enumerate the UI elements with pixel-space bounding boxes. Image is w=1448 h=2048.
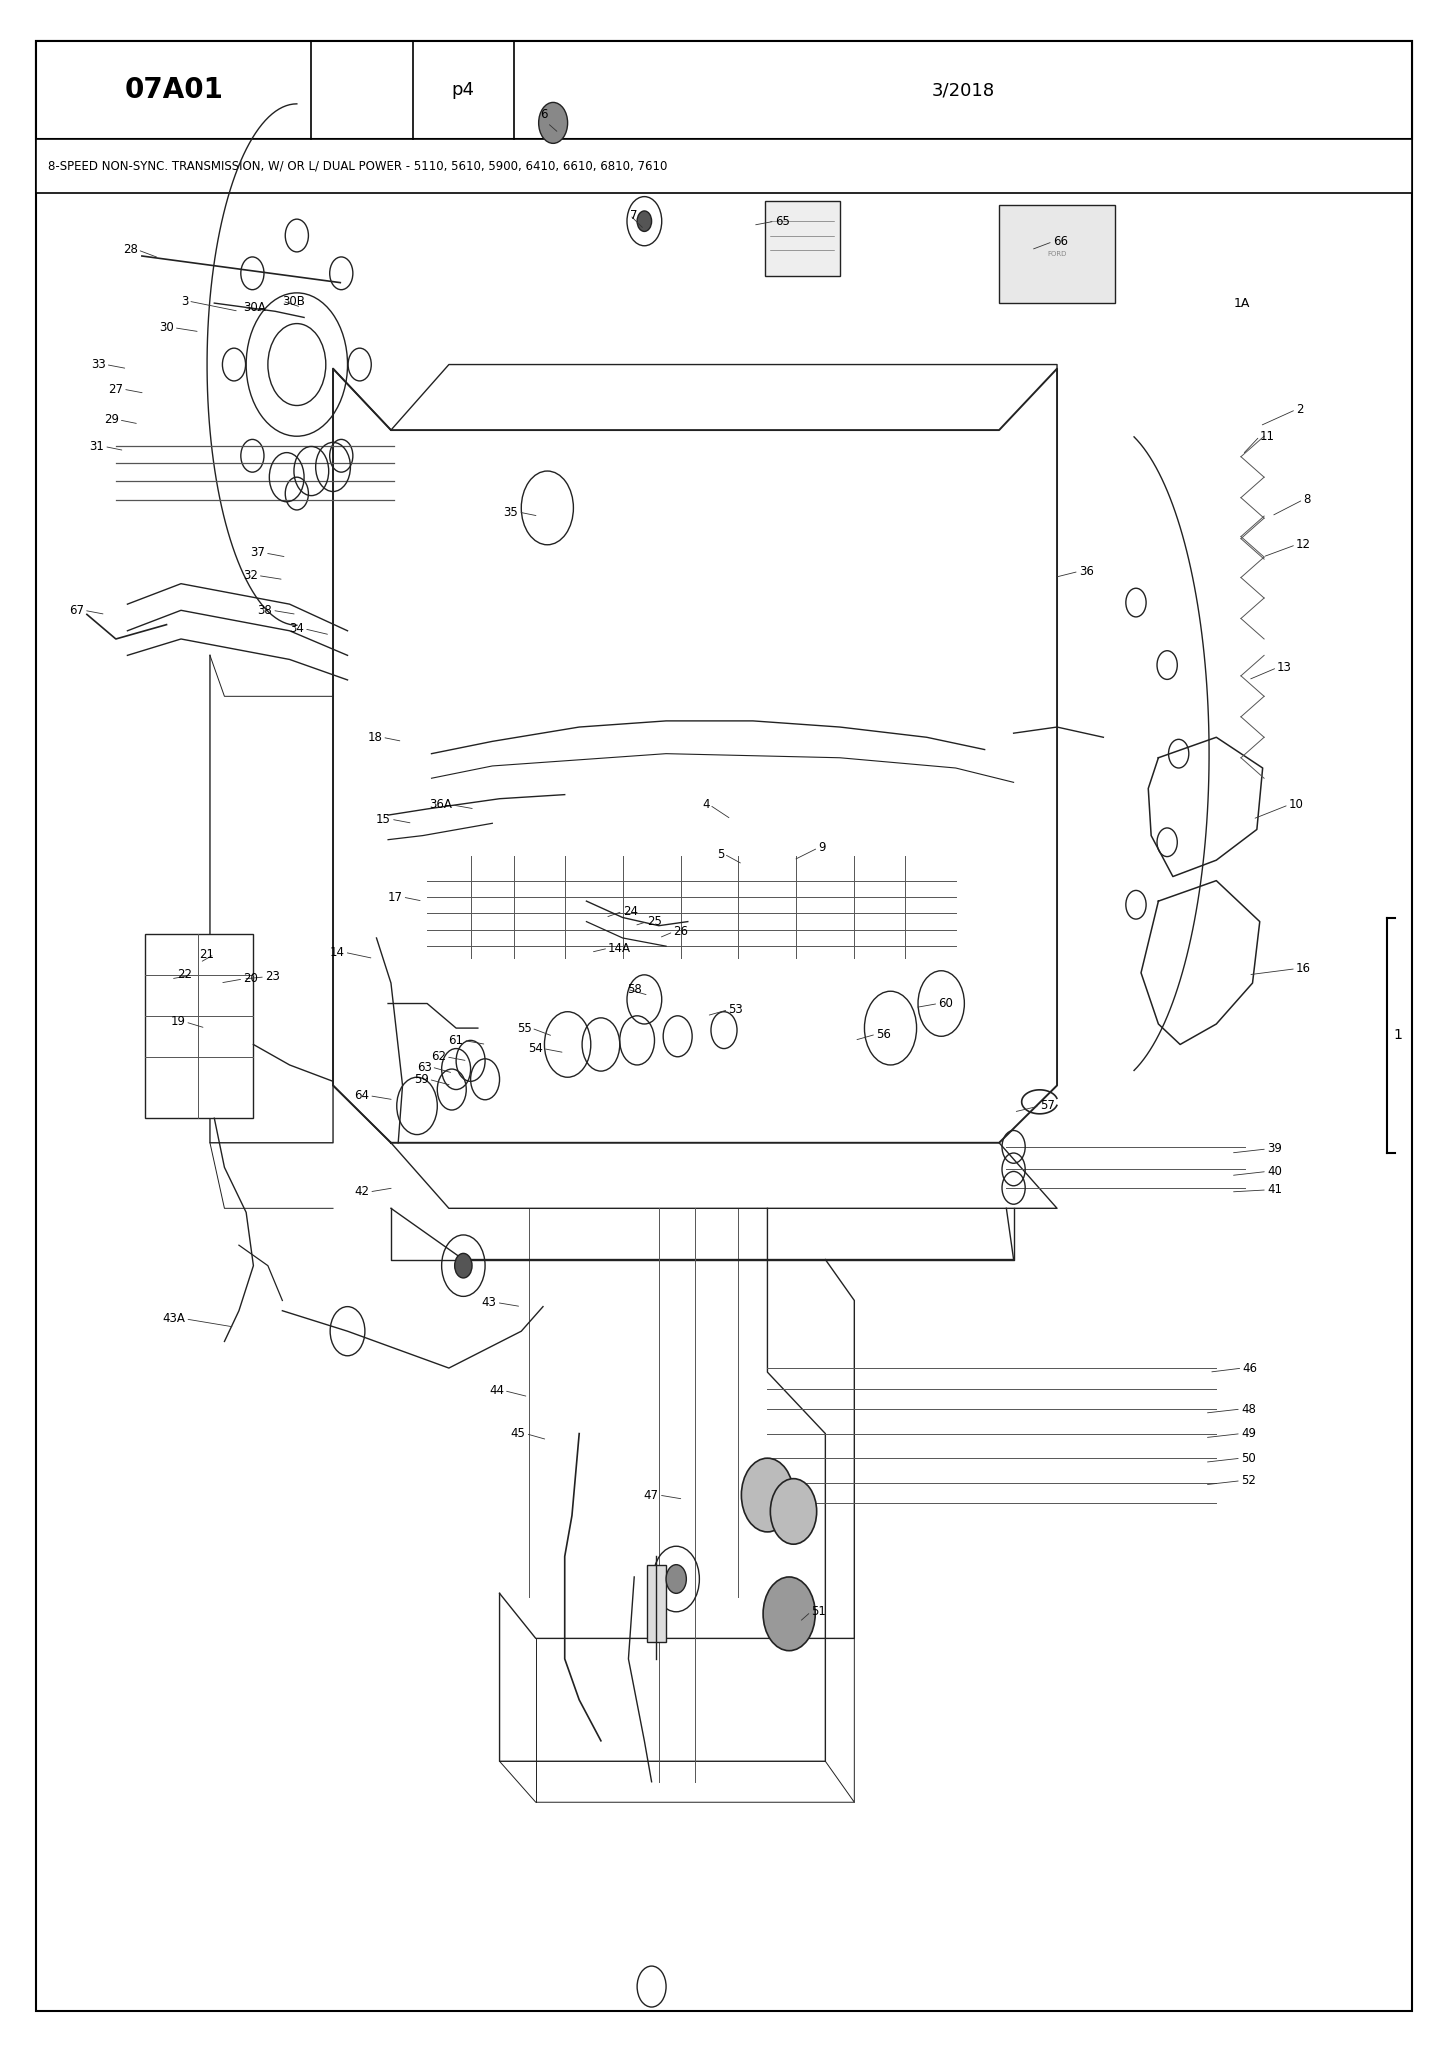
Text: 25: 25 xyxy=(647,915,662,928)
Text: 30: 30 xyxy=(159,322,174,334)
Text: 12: 12 xyxy=(1296,539,1310,551)
Text: 3/2018: 3/2018 xyxy=(931,82,995,98)
Text: 40: 40 xyxy=(1267,1165,1281,1178)
Text: 21: 21 xyxy=(200,948,214,961)
Text: 56: 56 xyxy=(876,1028,891,1040)
Text: 19: 19 xyxy=(171,1016,185,1028)
Text: 23: 23 xyxy=(265,971,279,983)
Text: 53: 53 xyxy=(728,1004,743,1016)
Text: 43: 43 xyxy=(482,1296,497,1309)
Text: 14A: 14A xyxy=(608,942,631,954)
Text: 43A: 43A xyxy=(162,1313,185,1325)
Text: 47: 47 xyxy=(644,1489,659,1501)
Text: 50: 50 xyxy=(1241,1452,1255,1464)
Text: 3: 3 xyxy=(181,295,188,307)
Text: 37: 37 xyxy=(251,547,265,559)
Text: 67: 67 xyxy=(70,604,84,616)
Ellipse shape xyxy=(539,102,568,143)
Text: 6: 6 xyxy=(540,109,547,121)
Text: 30B: 30B xyxy=(282,295,306,307)
Text: 46: 46 xyxy=(1242,1362,1257,1374)
Text: 8-SPEED NON-SYNC. TRANSMISSION, W/ OR L/ DUAL POWER - 5110, 5610, 5900, 6410, 66: 8-SPEED NON-SYNC. TRANSMISSION, W/ OR L/… xyxy=(48,160,668,172)
Text: 57: 57 xyxy=(1040,1100,1054,1112)
Text: 48: 48 xyxy=(1241,1403,1255,1415)
Text: 20: 20 xyxy=(243,973,258,985)
Text: 24: 24 xyxy=(623,905,637,918)
Ellipse shape xyxy=(666,1565,686,1593)
Text: 41: 41 xyxy=(1267,1184,1281,1196)
Text: 38: 38 xyxy=(258,604,272,616)
Text: 66: 66 xyxy=(1053,236,1067,248)
Text: 15: 15 xyxy=(376,813,391,825)
Text: 42: 42 xyxy=(355,1186,369,1198)
Text: 34: 34 xyxy=(290,623,304,635)
Text: 17: 17 xyxy=(388,891,403,903)
Text: 2: 2 xyxy=(1296,403,1303,416)
Text: 27: 27 xyxy=(109,383,123,395)
Bar xyxy=(999,205,1115,303)
Ellipse shape xyxy=(637,211,652,231)
Text: 5: 5 xyxy=(717,848,724,860)
Bar xyxy=(36,41,1412,139)
Bar xyxy=(36,139,1412,193)
Text: 63: 63 xyxy=(417,1061,432,1073)
Text: 29: 29 xyxy=(104,414,119,426)
Bar xyxy=(145,934,253,1118)
Text: 35: 35 xyxy=(504,506,518,518)
Text: 13: 13 xyxy=(1277,662,1292,674)
Text: 33: 33 xyxy=(91,358,106,371)
Text: 9: 9 xyxy=(818,842,825,854)
Text: 1A: 1A xyxy=(1234,297,1250,309)
Ellipse shape xyxy=(741,1458,794,1532)
Text: 39: 39 xyxy=(1267,1143,1281,1155)
Text: 14: 14 xyxy=(330,946,345,958)
Bar xyxy=(647,1565,666,1642)
Text: 36: 36 xyxy=(1079,565,1093,578)
Text: 22: 22 xyxy=(178,969,193,981)
Text: 18: 18 xyxy=(368,731,382,743)
Text: 4: 4 xyxy=(702,799,710,811)
Text: 28: 28 xyxy=(123,244,138,256)
Text: 61: 61 xyxy=(449,1034,463,1047)
Ellipse shape xyxy=(770,1479,817,1544)
Text: 45: 45 xyxy=(511,1427,526,1440)
Text: 62: 62 xyxy=(432,1051,446,1063)
Text: 10: 10 xyxy=(1289,799,1303,811)
Text: 36A: 36A xyxy=(429,799,452,811)
Text: 58: 58 xyxy=(627,983,641,995)
Text: 52: 52 xyxy=(1241,1475,1255,1487)
Ellipse shape xyxy=(763,1577,815,1651)
Text: 16: 16 xyxy=(1296,963,1310,975)
Text: 55: 55 xyxy=(517,1022,531,1034)
Text: 64: 64 xyxy=(355,1090,369,1102)
Text: 54: 54 xyxy=(529,1042,543,1055)
Text: 31: 31 xyxy=(90,440,104,453)
Text: 30A: 30A xyxy=(243,301,266,313)
Text: 59: 59 xyxy=(414,1073,429,1085)
Text: FORD: FORD xyxy=(1047,252,1067,256)
Text: p4: p4 xyxy=(452,82,475,98)
Text: 26: 26 xyxy=(673,926,688,938)
Text: 60: 60 xyxy=(938,997,953,1010)
Text: 07A01: 07A01 xyxy=(125,76,223,104)
Text: 8: 8 xyxy=(1303,494,1310,506)
Text: 7: 7 xyxy=(630,209,637,221)
Text: 1: 1 xyxy=(1393,1028,1402,1042)
Text: 11: 11 xyxy=(1260,430,1274,442)
Text: 49: 49 xyxy=(1241,1427,1255,1440)
Ellipse shape xyxy=(455,1253,472,1278)
Text: 65: 65 xyxy=(775,215,789,227)
Text: 51: 51 xyxy=(811,1606,825,1618)
Bar xyxy=(765,201,840,276)
Text: 32: 32 xyxy=(243,569,258,582)
Text: 44: 44 xyxy=(489,1384,504,1397)
